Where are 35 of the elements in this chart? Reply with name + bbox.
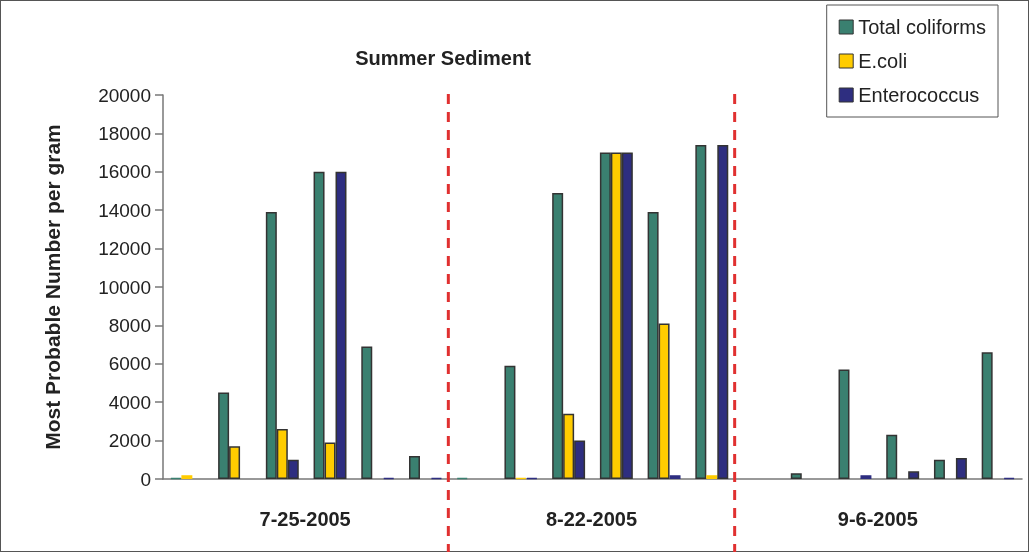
bar [981, 352, 993, 479]
bar [181, 475, 193, 479]
text: 7-25-2005 [259, 508, 351, 530]
bar [955, 457, 967, 479]
y-tick-label: 12000 [98, 238, 151, 260]
bar [908, 471, 920, 479]
bar [669, 475, 681, 479]
y-tick-label: 4000 [108, 391, 151, 413]
y-tick-label: 10000 [98, 276, 151, 298]
bar [886, 434, 898, 479]
y-axis-title: Most Probable Number per gram [41, 124, 64, 450]
bar [409, 455, 420, 479]
bar [860, 475, 872, 479]
legend-label: Enterococcus [858, 84, 980, 106]
y-tick-label: 20000 [98, 84, 151, 106]
y-tick-label: 0 [140, 468, 151, 490]
bar [838, 369, 850, 479]
bar [695, 144, 707, 479]
bar [361, 346, 373, 479]
bar [706, 475, 718, 479]
y-tick-label: 6000 [108, 353, 151, 375]
bar [504, 365, 516, 479]
bar [717, 144, 729, 479]
legend-label: Total coliforms [858, 16, 986, 38]
chart-title: Summer Sediment [355, 47, 532, 69]
legend-label: E.coli [858, 50, 908, 72]
bar [790, 473, 802, 479]
y-tick-label: 18000 [98, 122, 151, 144]
text: 8-22-2005 [545, 508, 638, 530]
text: 9-6-2005 [837, 508, 918, 530]
y-tick-label: 16000 [98, 161, 151, 183]
y-tick-label: 8000 [108, 314, 151, 336]
y-tick-label: 14000 [98, 199, 151, 221]
y-tick-label: 2000 [108, 430, 151, 452]
bar [933, 459, 945, 479]
